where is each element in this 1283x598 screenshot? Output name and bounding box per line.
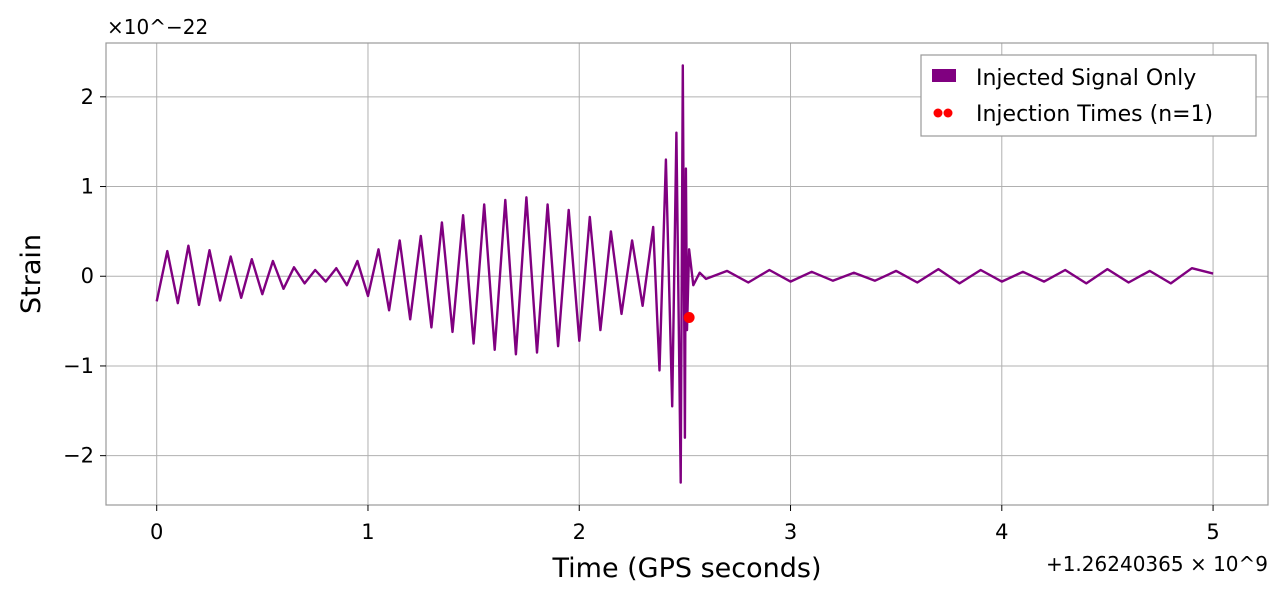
plot-frame	[105, 42, 1269, 506]
series-line-injected-signal	[155, 64, 1214, 484]
legend: Injected Signal Only Injection Times (n=…	[920, 54, 1257, 137]
y-tick-label: 2	[81, 85, 94, 109]
series-layer	[155, 64, 1214, 484]
legend-marker-injection-times	[933, 108, 943, 118]
x-offset-label: +1.26240365 × 10^9	[1046, 552, 1268, 576]
x-tick-label: 1	[361, 520, 374, 544]
y-axis-label: Strain	[16, 234, 47, 314]
x-tick-label: 3	[784, 520, 797, 544]
legend-marker-injection-times	[943, 108, 953, 118]
legend-frame	[920, 54, 1257, 137]
x-tick-label: 0	[150, 520, 163, 544]
x-tick-label: 2	[573, 520, 586, 544]
x-axis-label: Time (GPS seconds)	[551, 553, 821, 584]
x-tick-label: 5	[1206, 520, 1219, 544]
y-tick-label: 1	[81, 175, 94, 199]
y-tick-label: 0	[81, 264, 94, 288]
legend-label-injection-times: Injection Times (n=1)	[976, 102, 1213, 127]
legend-label-injected-signal: Injected Signal Only	[976, 66, 1196, 91]
legend-swatch-injected-signal	[932, 69, 956, 82]
y-scale-label: ×10^−22	[107, 15, 208, 39]
injection-time-point	[683, 312, 695, 324]
y-tick-label: −2	[63, 444, 94, 468]
x-axis-ticks: 0 1 2 3 4 5	[150, 505, 1220, 544]
x-tick-label: 4	[995, 520, 1008, 544]
y-tick-label: −1	[63, 354, 94, 378]
y-axis-ticks: −2 −1 0 1 2	[63, 85, 106, 468]
